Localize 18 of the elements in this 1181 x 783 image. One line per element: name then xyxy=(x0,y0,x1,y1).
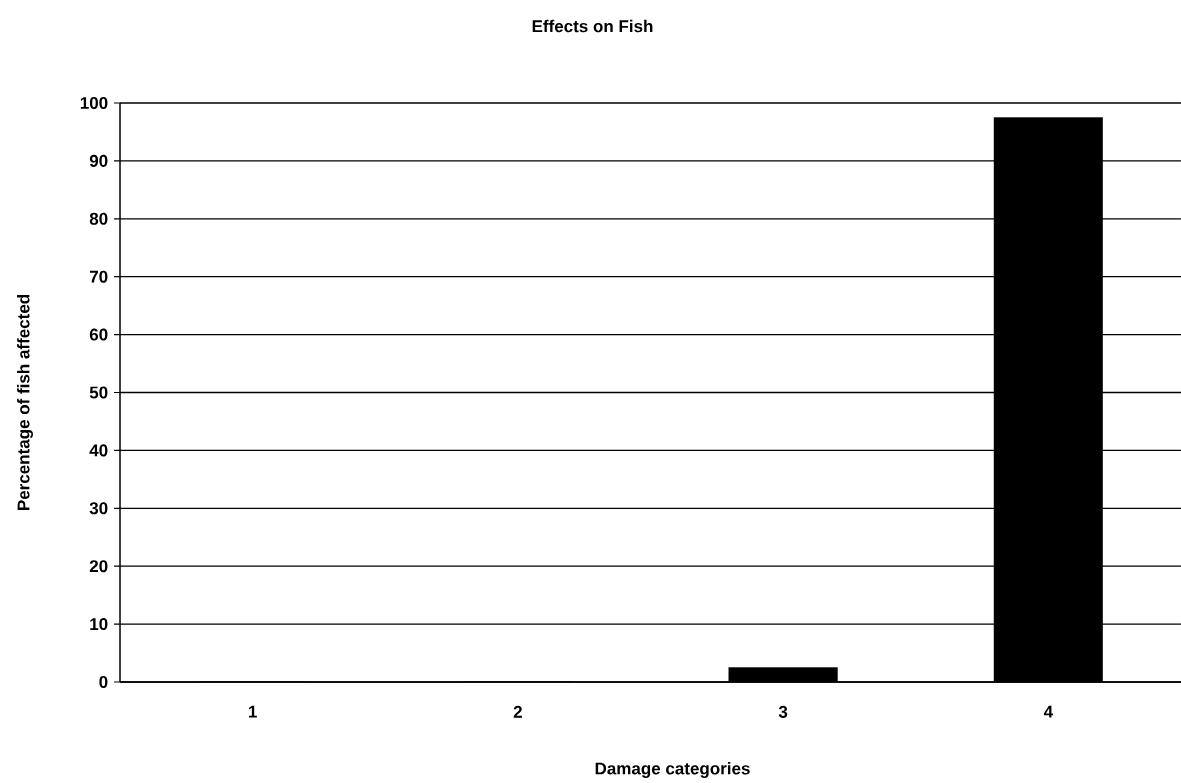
x-tick-label: 2 xyxy=(513,705,522,718)
y-tick-label: 20 xyxy=(89,560,108,573)
y-tick-label: 0 xyxy=(99,675,108,689)
x-axis-title: Damage categories xyxy=(595,762,750,778)
y-tick-label: 40 xyxy=(89,444,108,457)
chart-title: Effects on Fish xyxy=(532,19,653,33)
y-tick-label: 100 xyxy=(80,96,108,110)
y-tick-label: 90 xyxy=(89,154,108,167)
y-tick-label: 60 xyxy=(89,328,108,341)
y-tick-label: 70 xyxy=(89,270,108,283)
y-axis-title: Percentage of fish affected xyxy=(17,294,33,510)
y-tick-label: 80 xyxy=(89,212,108,225)
y-tick-label: 50 xyxy=(89,386,108,399)
y-tick-label: 10 xyxy=(90,618,108,631)
x-tick-label: 4 xyxy=(1043,705,1053,718)
x-tick-label: 1 xyxy=(248,705,257,718)
y-tick-label: 30 xyxy=(89,502,108,515)
x-tick-label: 3 xyxy=(778,705,788,718)
